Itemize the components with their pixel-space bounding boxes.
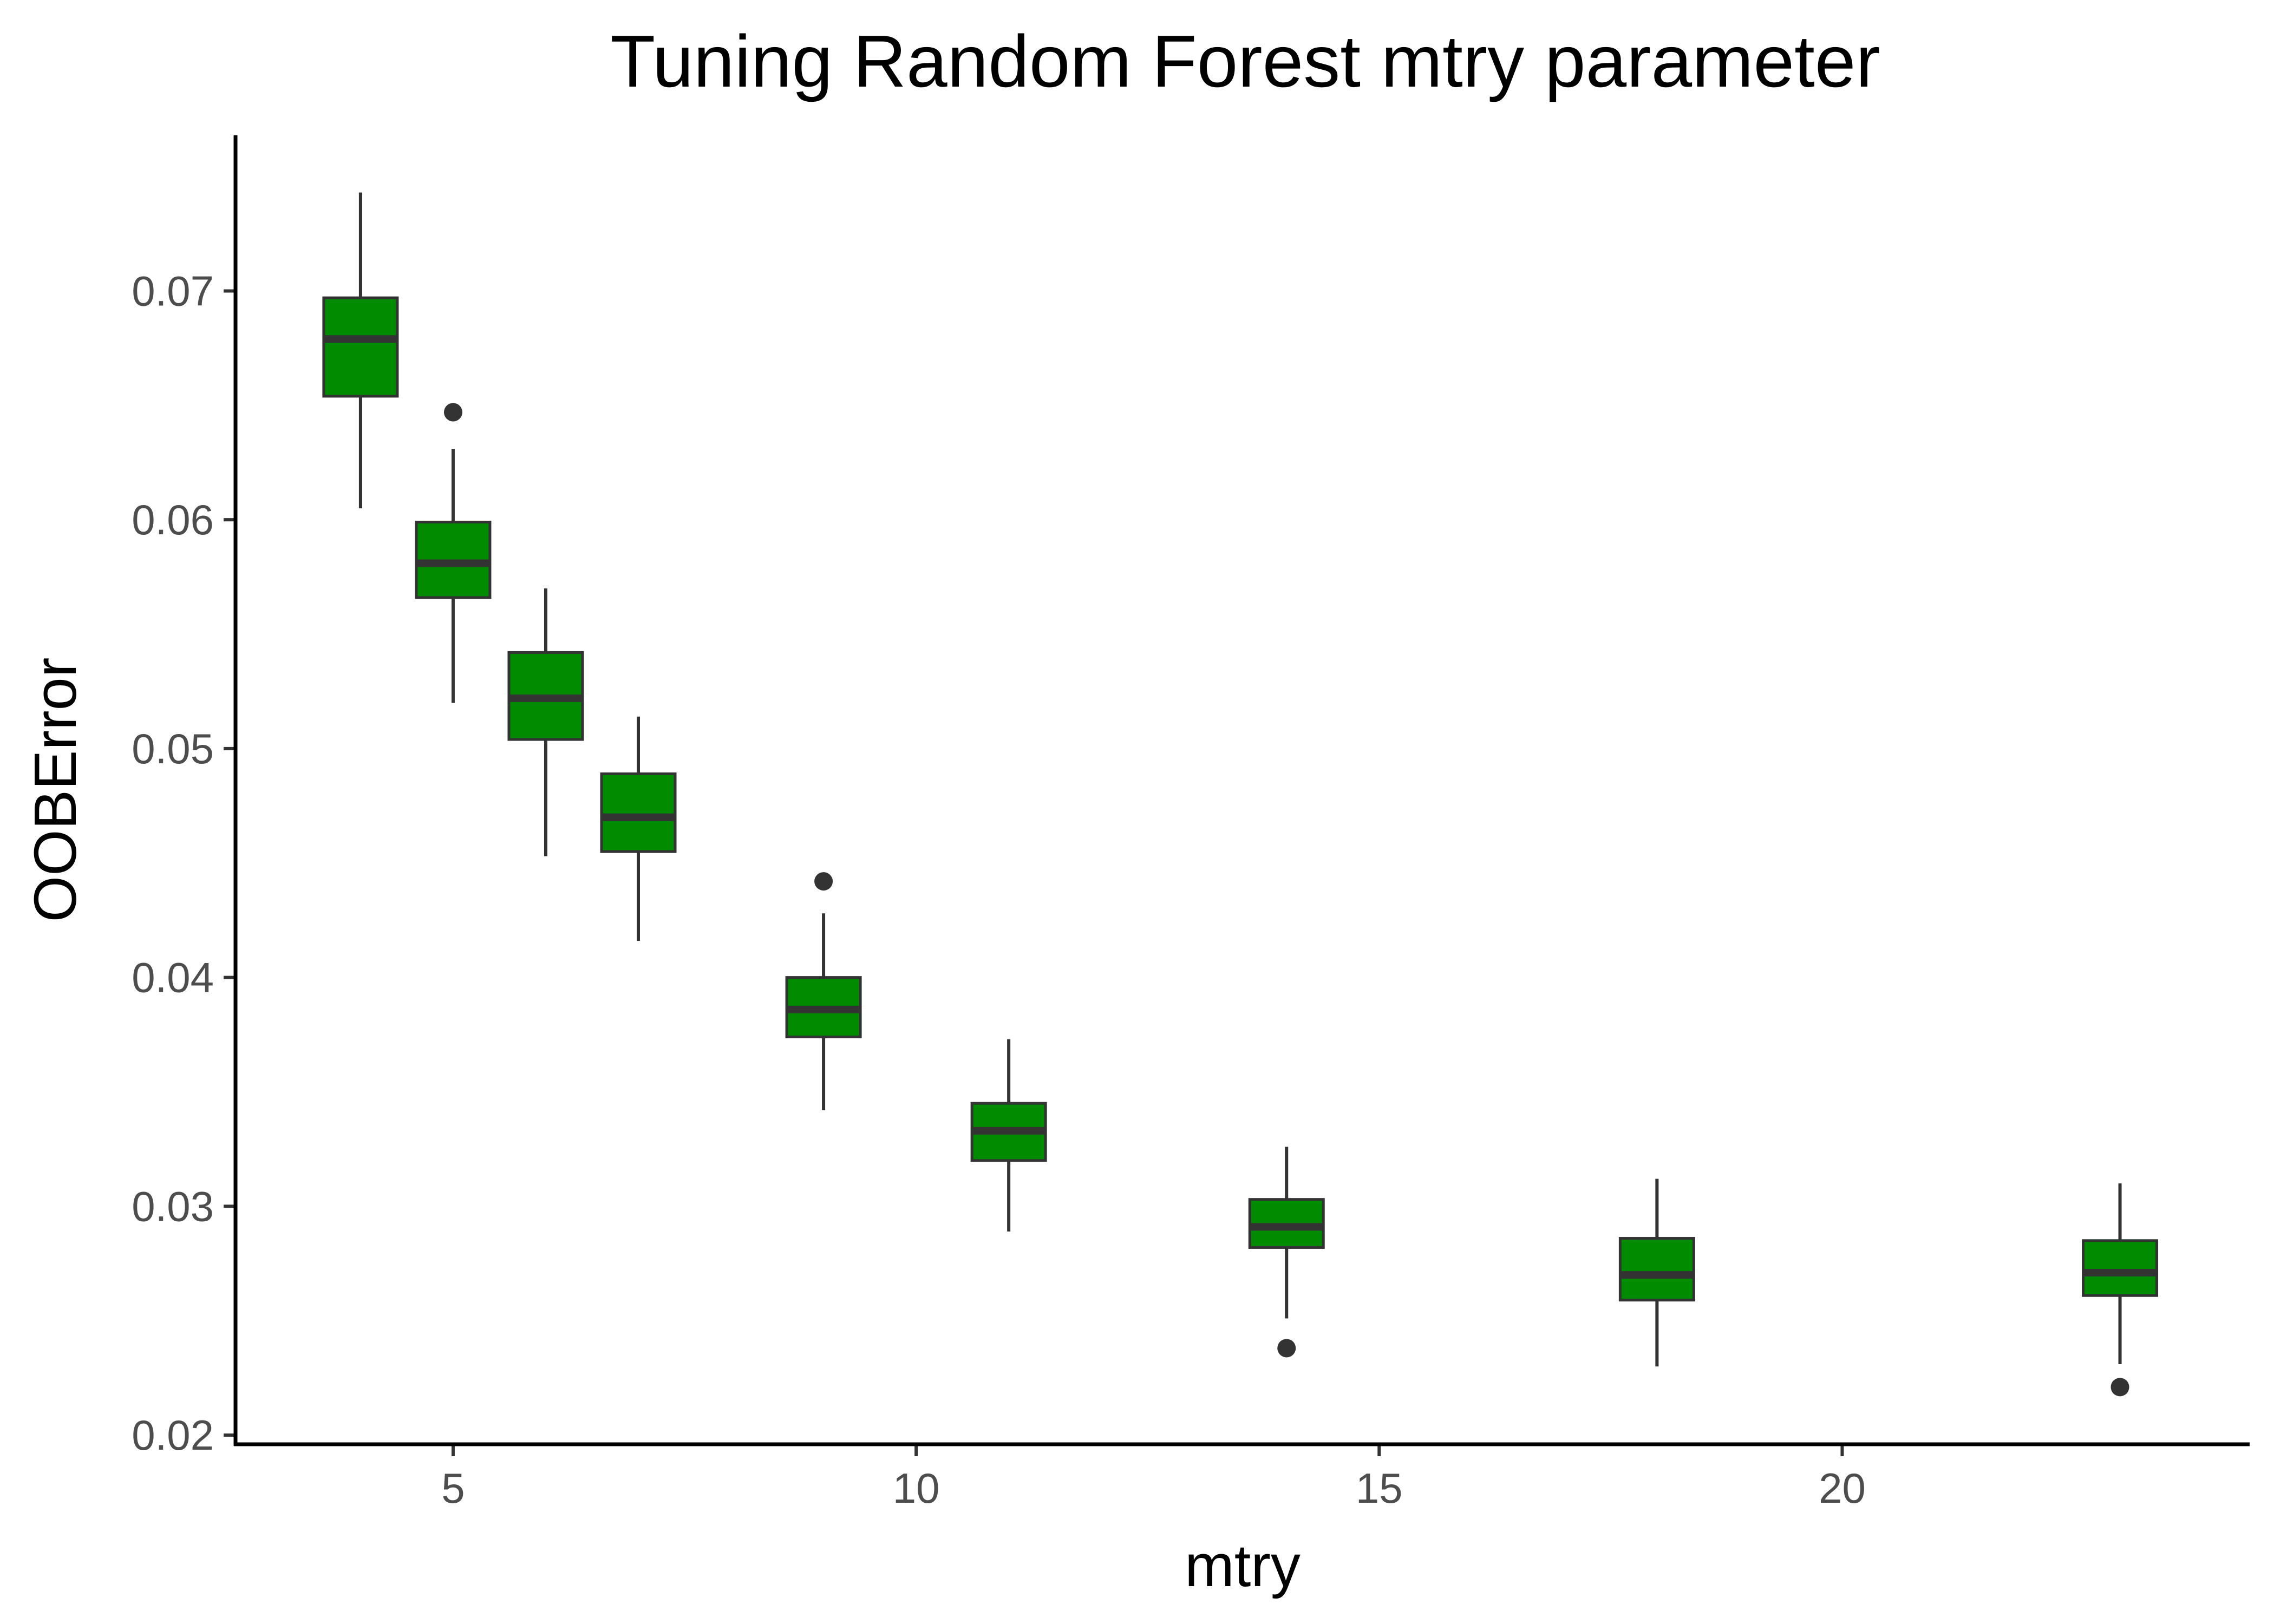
box-mtry-14 bbox=[1248, 1147, 1325, 1358]
outlier-point bbox=[2110, 1378, 2129, 1397]
box-iqr bbox=[1618, 1237, 1695, 1302]
y-axis: 0.02 0.03 0.04 0.05 0.06 0.07 bbox=[132, 267, 236, 1459]
outlier-point bbox=[443, 403, 462, 422]
y-tick-label: 0.06 bbox=[132, 496, 214, 543]
box-mtry-6 bbox=[507, 588, 584, 856]
x-tick-label: 20 bbox=[1819, 1464, 1866, 1512]
x-axis: 5 10 15 20 bbox=[441, 1444, 1866, 1512]
box-iqr bbox=[600, 772, 677, 853]
boxes bbox=[322, 192, 2159, 1397]
y-tick-label: 0.05 bbox=[132, 725, 214, 772]
y-tick-label: 0.04 bbox=[132, 954, 214, 1001]
chart-title: Tuning Random Forest mtry parameter bbox=[610, 20, 1880, 102]
box-mtry-4 bbox=[322, 192, 399, 509]
outlier-point bbox=[814, 872, 833, 891]
box-mtry-5 bbox=[415, 403, 492, 703]
box-mtry-23 bbox=[2082, 1183, 2159, 1397]
x-tick-label: 10 bbox=[893, 1464, 940, 1512]
outlier-point bbox=[1277, 1339, 1296, 1358]
x-tick-label: 5 bbox=[441, 1464, 465, 1512]
box-mtry-11 bbox=[970, 1039, 1047, 1232]
x-tick-label: 15 bbox=[1356, 1464, 1403, 1512]
y-tick-label: 0.03 bbox=[132, 1182, 214, 1230]
box-iqr bbox=[322, 296, 399, 398]
box-iqr bbox=[2082, 1239, 2159, 1297]
x-axis-title: mtry bbox=[1185, 1533, 1301, 1599]
box-mtry-18 bbox=[1618, 1178, 1695, 1367]
y-tick-label: 0.07 bbox=[132, 267, 214, 315]
y-tick-label: 0.02 bbox=[132, 1411, 214, 1459]
y-axis-title: OOBError bbox=[22, 658, 89, 922]
box-mtry-7 bbox=[600, 716, 677, 941]
box-mtry-9 bbox=[785, 872, 862, 1110]
